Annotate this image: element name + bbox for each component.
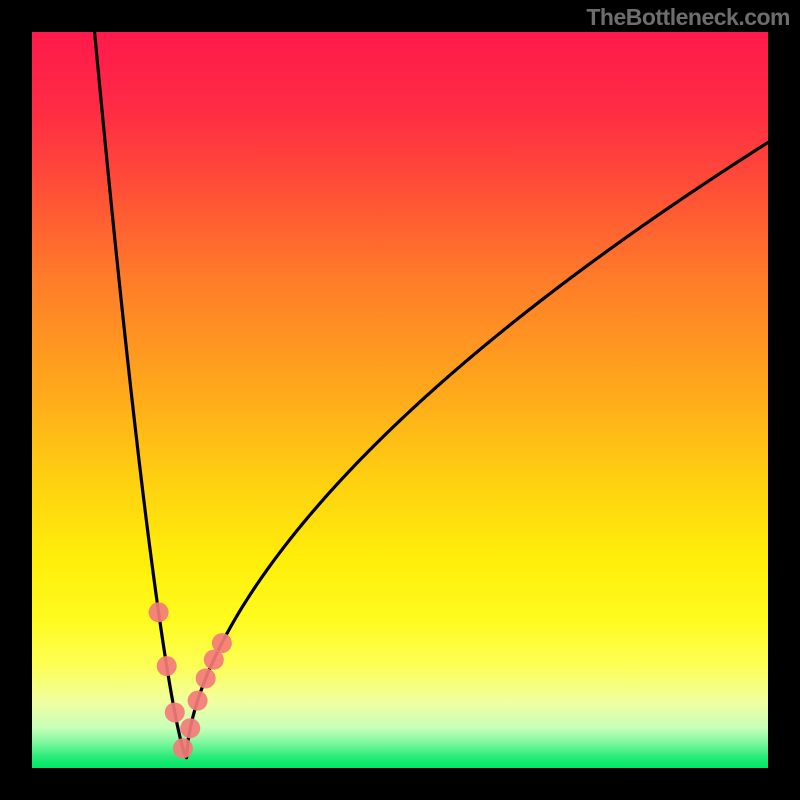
curve-marker: [173, 738, 193, 758]
bottleneck-curve: [95, 32, 768, 758]
curve-marker: [157, 656, 177, 676]
curve-marker: [188, 691, 208, 711]
curve-marker: [196, 668, 216, 688]
curve-marker: [180, 718, 200, 738]
curve-marker: [212, 633, 232, 653]
curve-marker: [165, 702, 185, 722]
bottleneck-chart: [0, 0, 800, 800]
curve-marker: [149, 602, 169, 622]
